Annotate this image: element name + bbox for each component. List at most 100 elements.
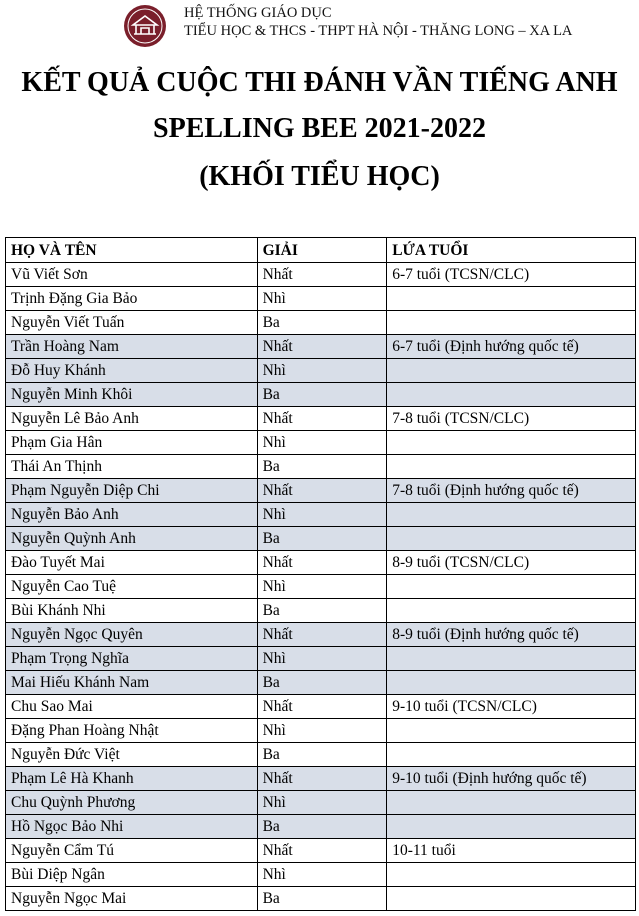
table-cell: Phạm Trọng Nghĩa [5,646,258,671]
table-cell: Nguyễn Ngọc Quyên [5,622,258,647]
table-row: Phạm Nguyễn Diệp Chi Nhất 7-8 tuổi (Định h… [5,478,636,503]
table-row: Trần Hoàng Nam Nhất 6-7 tuổi (Định hướng q… [5,334,636,359]
table-row: Nguyễn Viết Tuấn Ba [5,310,636,335]
table-cell [386,574,636,599]
table-cell: Trần Hoàng Nam [5,334,258,359]
table-cell: Phạm Gia Hân [5,430,258,455]
table-cell [386,598,636,623]
table-cell [386,430,636,455]
results-table: HỌ VÀ TÊN GIẢI LỨA TUỔI Vũ Viết Sơn Nhất 6-7… [5,237,636,911]
table-cell: 7-8 tuổi (Định hướng quốc tế) [386,478,636,503]
table-cell: Đào Tuyết Mai [5,550,258,575]
table-cell: Ba [256,454,388,479]
table-cell: Nhất [256,478,388,503]
table-cell: Nhất [256,838,388,863]
table-cell [386,814,636,839]
column-header: GIẢI [256,237,388,263]
table-cell: Nguyễn Cẩm Tú [5,838,258,863]
table-cell [386,670,636,695]
table-cell [386,862,636,887]
table-cell: Nhất [256,334,388,359]
table-row: Mai Hiếu Khánh Nam Ba [5,670,636,695]
table-cell [386,790,636,815]
table-cell: Nhì [256,646,388,671]
table-cell: 9-10 tuổi (TCSN/CLC) [386,694,636,719]
table-cell: 8-9 tuổi (TCSN/CLC) [386,550,636,575]
column-header: LỨA TUỔI [386,237,636,263]
table-row: Nguyễn Lê Bảo Anh Nhất 7-8 tuổi (TCSN/CLC) [5,406,636,431]
table-row: Nguyễn Ngọc Quyên Nhất 8-9 tuổi (Định hướn… [5,622,636,647]
table-cell [386,358,636,383]
table-row: Phạm Lê Hà Khanh Nhất 9-10 tuổi (Định hướn… [5,766,636,791]
table-cell: Ba [256,598,388,623]
table-cell: Vũ Viết Sơn [5,262,258,287]
table-cell: Nhất [256,766,388,791]
table-cell: Nhì [256,574,388,599]
table-cell [386,454,636,479]
table-cell: Nguyễn Minh Khôi [5,382,258,407]
table-cell: Nguyễn Ngọc Mai [5,886,258,911]
table-row: Nguyễn Cao Tuệ Nhì [5,574,636,599]
table-cell: 8-9 tuổi (Định hướng quốc tế) [386,622,636,647]
table-cell: Hồ Ngọc Bảo Nhi [5,814,258,839]
table-row: Đỗ Huy Khánh Nhì [5,358,636,383]
table-cell [386,502,636,527]
title: KẾT QUẢ CUỘC THI ĐÁNH VẦN TIẾNG ANH [21,67,618,98]
table-cell: Nguyễn Quỳnh Anh [5,526,258,551]
table-cell [386,646,636,671]
table-cell: 7-8 tuổi (TCSN/CLC) [386,406,636,431]
table-row: Chu Sao Mai Nhất 9-10 tuổi (TCSN/CLC) [5,694,636,719]
table-cell: Phạm Lê Hà Khanh [5,766,258,791]
table-cell: Nhì [256,430,388,455]
table-cell: Nguyễn Lê Bảo Anh [5,406,258,431]
table-cell: Chu Quỳnh Phương [5,790,258,815]
table-cell: 6-7 tuổi (TCSN/CLC) [386,262,636,287]
table-cell: Bùi Khánh Nhi [5,598,258,623]
table-cell: Nguyễn Viết Tuấn [5,310,258,335]
table-row: Hồ Ngọc Bảo Nhi Ba [5,814,636,839]
table-cell: Đỗ Huy Khánh [5,358,258,383]
table-row: Trịnh Đặng Gia Bảo Nhì [5,286,636,311]
table-cell: Nhì [256,862,388,887]
table-cell: Nhì [256,358,388,383]
table-cell [386,526,636,551]
table-cell: Ba [256,526,388,551]
title: SPELLING BEE 2021-2022 [153,113,486,144]
table-cell: Nhất [256,550,388,575]
table-cell: Nhì [256,502,388,527]
table-cell: Trịnh Đặng Gia Bảo [5,286,258,311]
table-cell [386,286,636,311]
table-cell: Ba [256,382,388,407]
table-row: Phạm Gia Hân Nhì [5,430,636,455]
table-cell: Nguyễn Cao Tuệ [5,574,258,599]
table-cell: 6-7 tuổi (Định hướng quốc tế) [386,334,636,359]
title: (KHỐI TIỂU HỌC) [199,161,440,192]
table-cell [386,310,636,335]
table-row: Bùi Khánh Nhi Ba [5,598,636,623]
table-cell: Ba [256,886,388,911]
table-cell: Nhì [256,286,388,311]
header-row: HỌ VÀ TÊN GIẢI LỨA TUỔI [5,237,636,263]
table-cell [386,886,636,911]
table-row: Nguyễn Minh Khôi Ba [5,382,636,407]
table-cell: Ba [256,670,388,695]
logo [124,5,166,47]
table-cell: Ba [256,814,388,839]
table-row: Nguyễn Đức Việt Ba [5,742,636,767]
table-row: Thái An Thịnh Ba [5,454,636,479]
column-header: HỌ VÀ TÊN [5,237,258,263]
table-cell: Nhất [256,622,388,647]
table-cell: Bùi Diệp Ngân [5,862,258,887]
table-row: Phạm Trọng Nghĩa Nhì [5,646,636,671]
table-cell: Nguyễn Đức Việt [5,742,258,767]
table-cell: Nhất [256,262,388,287]
table-row: Đặng Phan Hoàng Nhật Nhì [5,718,636,743]
table-row: Chu Quỳnh Phương Nhì [5,790,636,815]
table-cell: Chu Sao Mai [5,694,258,719]
table-cell [386,742,636,767]
header-line: TIỂU HỌC & THCS - THPT HÀ NỘI - THĂNG LO… [184,23,573,39]
table-cell: Đặng Phan Hoàng Nhật [5,718,258,743]
table-row: Nguyễn Bảo Anh Nhì [5,502,636,527]
table-cell: Mai Hiếu Khánh Nam [5,670,258,695]
